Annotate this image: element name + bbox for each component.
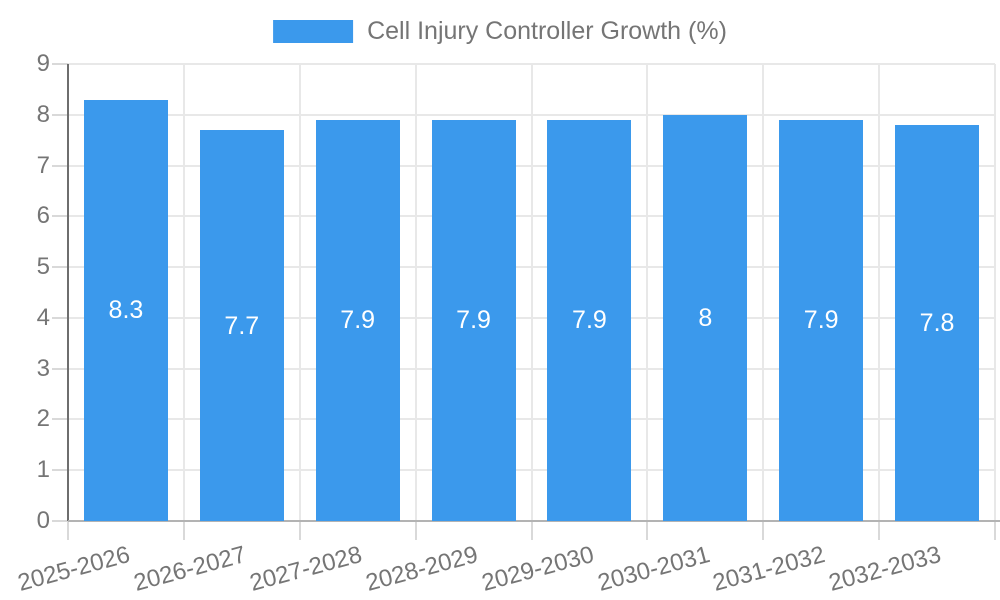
x-tick — [878, 521, 881, 540]
x-tick — [67, 521, 69, 540]
bar[interactable] — [315, 119, 400, 521]
bar[interactable] — [199, 130, 284, 521]
y-axis-tick-label: 1 — [36, 456, 50, 484]
y-tick — [52, 266, 68, 269]
v-gridline — [762, 64, 765, 521]
y-axis-tick-label: 8 — [36, 100, 50, 128]
y-axis-tick-label: 5 — [36, 253, 50, 281]
y-tick — [52, 215, 68, 218]
y-axis-tick-label: 0 — [36, 507, 50, 534]
legend-label: Cell Injury Controller Growth (%) — [367, 17, 727, 45]
bar[interactable] — [779, 119, 864, 521]
x-tick — [994, 521, 996, 540]
v-gridline — [414, 64, 417, 521]
x-axis-category-label-text: 2025-2026 — [15, 541, 133, 597]
x-tick — [298, 521, 301, 540]
y-tick — [52, 418, 68, 421]
chart-legend[interactable]: Cell Injury Controller Growth (%) — [273, 17, 727, 46]
v-gridline — [878, 64, 881, 521]
bar[interactable] — [83, 99, 168, 521]
y-tick — [52, 469, 68, 472]
x-tick — [646, 521, 649, 540]
x-axis-category-label-text: 2028-2029 — [362, 541, 481, 597]
y-axis-tick-label: 9 — [36, 50, 50, 77]
bar[interactable] — [895, 124, 980, 521]
y-axis-tick-label: 3 — [36, 354, 50, 382]
y-tick — [52, 520, 68, 522]
v-gridline — [530, 64, 533, 521]
bar[interactable] — [431, 119, 516, 521]
v-gridline — [994, 64, 996, 521]
y-tick — [52, 367, 68, 370]
y-tick — [52, 164, 68, 167]
bar[interactable] — [547, 119, 632, 521]
y-axis-tick-label: 7 — [36, 151, 50, 179]
x-axis-category-label-text: 2026-2027 — [130, 541, 249, 597]
x-axis-line — [68, 520, 1000, 522]
y-tick — [52, 113, 68, 116]
y-tick — [52, 63, 68, 65]
x-tick — [762, 521, 765, 540]
legend-swatch — [273, 20, 354, 43]
y-tick — [52, 316, 68, 319]
x-tick — [182, 521, 185, 540]
x-axis-category-label-text: 2032-2033 — [826, 541, 945, 597]
x-axis-category-label-text: 2027-2028 — [246, 541, 365, 597]
v-gridline — [298, 64, 301, 521]
x-tick — [414, 521, 417, 540]
y-axis-tick-label: 6 — [36, 202, 50, 230]
x-axis-category-label-text: 2030-2031 — [594, 541, 713, 597]
v-gridline — [646, 64, 649, 521]
y-axis-tick-label: 4 — [36, 303, 50, 331]
x-axis-category-label-text: 2031-2032 — [710, 541, 829, 597]
y-axis-tick-label: 2 — [36, 405, 50, 433]
x-tick — [530, 521, 533, 540]
v-gridline — [182, 64, 185, 521]
bar[interactable] — [663, 114, 748, 521]
x-axis-category-label-text: 2029-2030 — [478, 541, 597, 597]
y-axis-line — [67, 64, 69, 521]
